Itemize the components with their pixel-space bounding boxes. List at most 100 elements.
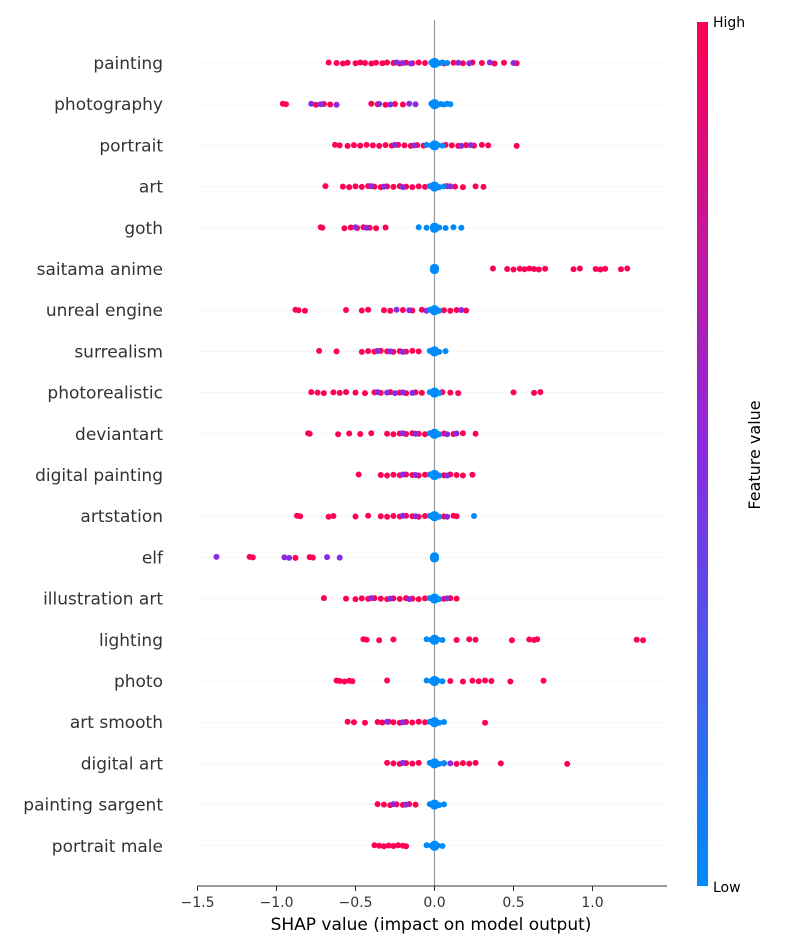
high-point-goth-2: [341, 225, 348, 232]
high-point-art-smooth-1: [350, 719, 357, 726]
high-point-photorealistic-5: [343, 389, 350, 396]
high-point-saitama-anime-6: [531, 266, 538, 272]
mid-point-painting-5: [486, 59, 493, 66]
high-point-deviantart-1: [306, 430, 313, 437]
high-point-illustration-art-9: [396, 595, 403, 602]
high-point-art-0: [322, 183, 329, 190]
mid-point-painting-sargent-0: [390, 801, 397, 808]
high-point-saitama-anime-10: [576, 265, 583, 272]
low-point-unreal-engine-2: [436, 307, 443, 314]
high-point-artstation-1: [297, 513, 304, 520]
low-point-goth-5: [450, 224, 457, 231]
high-point-portrait-male-4: [390, 843, 397, 850]
high-point-artstation-5: [365, 512, 372, 519]
low-point-deviantart-0: [426, 430, 433, 437]
mid-point-elf-3: [324, 554, 331, 561]
high-point-portrait-16: [448, 142, 455, 149]
high-point-lighting-5: [466, 636, 473, 643]
low-point-digital-painting-2: [436, 472, 443, 479]
high-point-saitama-anime-15: [624, 265, 631, 272]
high-point-photorealistic-17: [455, 390, 462, 397]
high-point-saitama-anime-14: [617, 266, 624, 273]
high-point-photorealistic-6: [352, 389, 359, 396]
high-point-photo-8: [469, 677, 476, 684]
feature-rows: painting photography portrait art goth saitam…: [23, 54, 667, 857]
x-tick-label-4: 0.5: [502, 895, 524, 911]
high-point-illustration-art-0: [320, 595, 327, 602]
mid-point-surrealism-1: [387, 348, 394, 355]
high-point-artstation-7: [384, 513, 391, 520]
mid-point-photography-5: [406, 100, 413, 107]
mid-point-photorealistic-2: [392, 390, 398, 397]
high-point-goth-8: [382, 224, 389, 231]
high-point-painting-4: [352, 60, 359, 67]
feature-label-photography: photography: [54, 95, 163, 115]
high-point-artstation-3: [330, 512, 337, 519]
x-tick-label-5: 1.0: [581, 895, 603, 911]
high-point-painting-7: [368, 60, 375, 67]
low-point-goth-1: [423, 224, 430, 231]
high-point-photography-8: [392, 100, 398, 107]
high-point-art-smooth-12: [482, 719, 489, 726]
high-point-deviantart-5: [368, 430, 375, 437]
low-point-portrait-0: [423, 141, 430, 148]
high-point-painting-23: [501, 59, 508, 66]
high-point-unreal-engine-6: [380, 307, 387, 314]
high-point-lighting-1: [363, 636, 370, 643]
low-point-painting-sargent-1: [431, 801, 438, 808]
colorbar-title: Feature value: [745, 400, 764, 509]
high-point-illustration-art-3: [358, 595, 365, 602]
feature-label-painting: painting: [93, 54, 163, 74]
high-point-photo-10: [482, 677, 489, 684]
high-point-photo-6: [447, 678, 454, 684]
high-point-surrealism-0: [316, 347, 323, 354]
high-point-painting-9: [379, 60, 386, 67]
high-point-photography-4: [327, 101, 334, 108]
high-point-painting-sargent-0: [374, 801, 381, 808]
mid-point-unreal-engine-1: [406, 307, 413, 314]
high-point-art-smooth-9: [409, 719, 416, 726]
high-point-saitama-anime-5: [526, 265, 533, 272]
mid-point-painting-3: [455, 59, 462, 66]
mid-point-deviantart-0: [399, 430, 406, 437]
high-point-unreal-engine-8: [399, 306, 406, 313]
mid-point-illustration-art-1: [387, 595, 394, 602]
low-point-unreal-engine-0: [426, 306, 433, 313]
low-point-elf-2: [431, 554, 438, 561]
high-point-photorealistic-18: [510, 389, 517, 396]
high-point-portrait-1: [336, 142, 343, 149]
high-point-photo-12: [507, 678, 514, 685]
mid-point-goth-0: [352, 224, 359, 231]
low-point-painting-sargent-0: [426, 801, 433, 808]
high-point-digital-painting-2: [384, 472, 391, 479]
low-point-goth-3: [436, 224, 443, 231]
mid-point-photorealistic-0: [374, 389, 381, 396]
high-point-portrait-3: [350, 142, 357, 149]
high-point-painting-8: [373, 59, 380, 66]
low-point-art-0: [426, 183, 433, 190]
mid-point-painting-4: [466, 60, 473, 67]
high-point-photorealistic-7: [361, 390, 368, 397]
high-point-digital-art-4: [409, 760, 416, 767]
high-point-portrait-21: [485, 142, 492, 149]
low-point-art-2: [436, 184, 443, 191]
low-point-lighting-4: [439, 637, 446, 644]
high-point-art-smooth-11: [422, 719, 429, 726]
colorbar-gradient: [697, 22, 708, 886]
high-point-photography-9: [399, 101, 406, 108]
high-point-deviantart-16: [472, 430, 479, 437]
high-point-illustration-art-16: [453, 595, 460, 602]
high-point-portrait-male-5: [395, 842, 402, 849]
high-point-painting-sargent-6: [412, 801, 419, 808]
mid-point-portrait-1: [410, 142, 417, 149]
mid-point-elf-4: [336, 554, 343, 561]
low-point-artstation-0: [426, 512, 433, 519]
low-point-painting-sargent-3: [440, 801, 447, 808]
low-point-surrealism-0: [426, 347, 433, 354]
feature-label-deviantart: deviantart: [75, 425, 163, 445]
high-point-elf-1: [249, 554, 256, 561]
high-point-digital-painting-12: [459, 472, 466, 479]
high-point-portrait-11: [401, 142, 408, 149]
low-point-art-1: [431, 183, 438, 190]
high-point-unreal-engine-5: [365, 306, 372, 313]
